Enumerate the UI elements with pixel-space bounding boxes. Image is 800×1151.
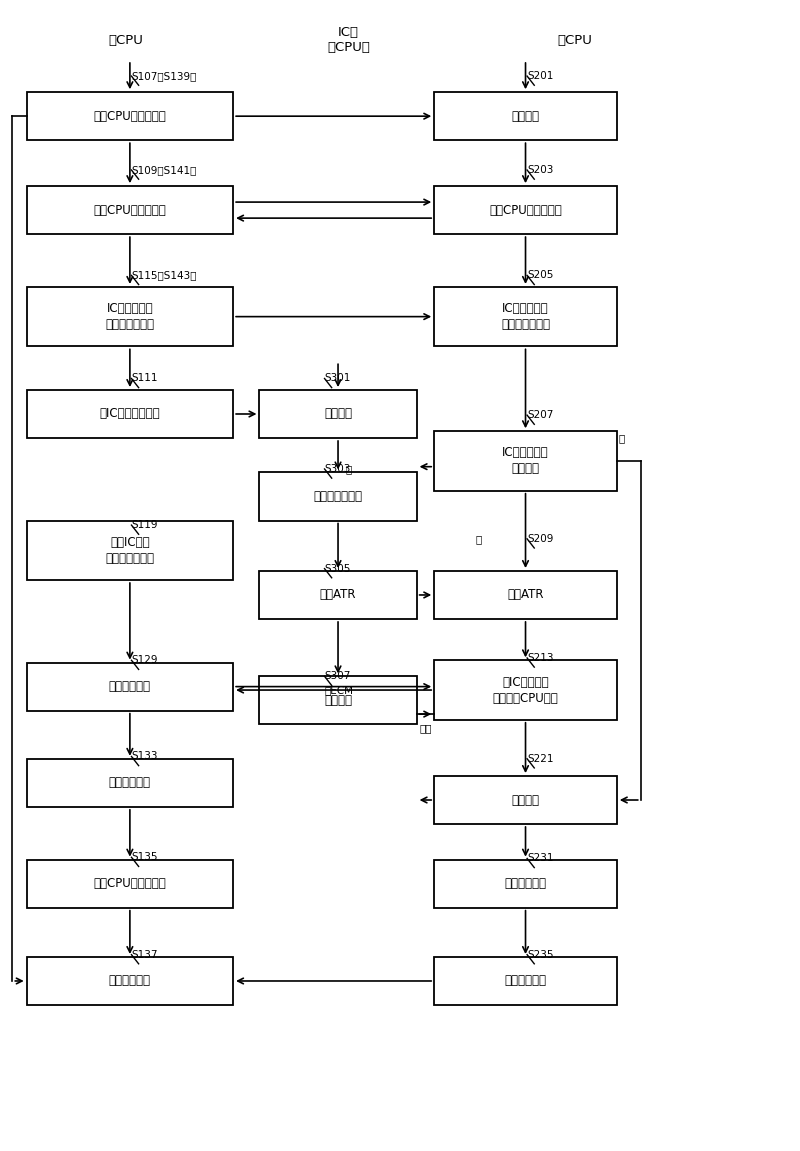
Bar: [434, 956, 617, 1005]
Text: （CPU）: （CPU）: [327, 41, 370, 54]
Text: S135: S135: [131, 852, 158, 862]
Text: 接受运行指示: 接受运行指示: [109, 975, 151, 988]
Text: IC卡的初始化
完成状态的接收: IC卡的初始化 完成状态的接收: [501, 302, 550, 331]
Text: S301: S301: [325, 373, 351, 383]
Text: 主CPU: 主CPU: [558, 35, 592, 47]
Text: S209: S209: [527, 534, 554, 543]
Text: 向主CPU的供电开始: 向主CPU的供电开始: [94, 109, 166, 123]
Text: S207: S207: [527, 410, 554, 420]
Text: 向主CPU的供电停止: 向主CPU的供电停止: [94, 877, 166, 890]
Text: 接收ATR: 接收ATR: [507, 588, 544, 602]
Text: S231: S231: [527, 853, 554, 863]
Text: S235: S235: [527, 950, 554, 960]
Text: 发送ATR: 发送ATR: [320, 588, 356, 602]
Bar: [26, 663, 233, 710]
Bar: [434, 186, 617, 234]
Text: S107（S139）: S107（S139）: [131, 71, 197, 81]
Text: 接受待机指示: 接受待机指示: [109, 680, 151, 693]
Text: S307: S307: [325, 671, 351, 681]
Text: 否: 否: [346, 464, 352, 474]
Bar: [259, 677, 417, 724]
Bar: [259, 571, 417, 619]
Bar: [434, 776, 617, 824]
Text: 子CPU: 子CPU: [109, 35, 143, 47]
Text: 解密处理: 解密处理: [511, 793, 539, 807]
Text: （ECM: （ECM: [325, 685, 354, 695]
Text: 响应处理: 响应处理: [324, 694, 352, 707]
Bar: [434, 92, 617, 140]
Text: S111: S111: [131, 373, 158, 383]
Text: S305: S305: [325, 564, 351, 573]
Bar: [434, 432, 617, 490]
Text: 和主CPU的通信确立: 和主CPU的通信确立: [94, 204, 166, 216]
Text: 向IC卡的供电开始: 向IC卡的供电开始: [99, 407, 160, 420]
Text: 否: 否: [475, 534, 482, 543]
Text: IC卡: IC卡: [338, 26, 359, 39]
Bar: [26, 860, 233, 908]
Text: S137: S137: [131, 950, 158, 960]
Text: S213: S213: [527, 653, 554, 663]
Text: IC卡是否完成
初始化？: IC卡是否完成 初始化？: [502, 447, 549, 475]
Text: S119: S119: [131, 520, 158, 531]
Bar: [26, 759, 233, 807]
Text: 变更IC卡的
初始化完成状态: 变更IC卡的 初始化完成状态: [106, 536, 154, 565]
Text: 待机转移处理: 待机转移处理: [505, 877, 546, 890]
Text: S129: S129: [131, 655, 158, 665]
Bar: [26, 956, 233, 1005]
Bar: [434, 571, 617, 619]
Text: S205: S205: [527, 270, 554, 281]
Bar: [434, 860, 617, 908]
Text: S115（S143）: S115（S143）: [131, 270, 197, 281]
Bar: [434, 287, 617, 346]
Bar: [259, 472, 417, 520]
Text: 待机转移许可: 待机转移许可: [505, 975, 546, 988]
Text: IC卡的初始化
完成状态的发送: IC卡的初始化 完成状态的发送: [106, 302, 154, 331]
Text: 将IC卡初始化
完成向子CPU发送: 将IC卡初始化 完成向子CPU发送: [493, 676, 558, 704]
Bar: [259, 390, 417, 439]
Bar: [26, 390, 233, 439]
Text: S303: S303: [325, 464, 351, 474]
Text: 待机转移执行: 待机转移执行: [109, 776, 151, 790]
Bar: [26, 287, 233, 346]
Text: S109（S141）: S109（S141）: [131, 165, 197, 175]
Text: S201: S201: [527, 71, 554, 81]
Text: S221: S221: [527, 754, 554, 764]
Bar: [26, 520, 233, 580]
Text: 和子CPU的通信确立: 和子CPU的通信确立: [489, 204, 562, 216]
Text: 密鑰: 密鑰: [419, 723, 432, 733]
Text: 初始化处理开始: 初始化处理开始: [314, 490, 362, 503]
Bar: [434, 661, 617, 719]
Text: S133: S133: [131, 752, 158, 762]
Bar: [26, 92, 233, 140]
Text: S203: S203: [527, 165, 554, 175]
Text: 是: 是: [618, 433, 625, 443]
Text: 受电开始: 受电开始: [511, 109, 539, 123]
Text: 受电开始: 受电开始: [324, 407, 352, 420]
Bar: [26, 186, 233, 234]
